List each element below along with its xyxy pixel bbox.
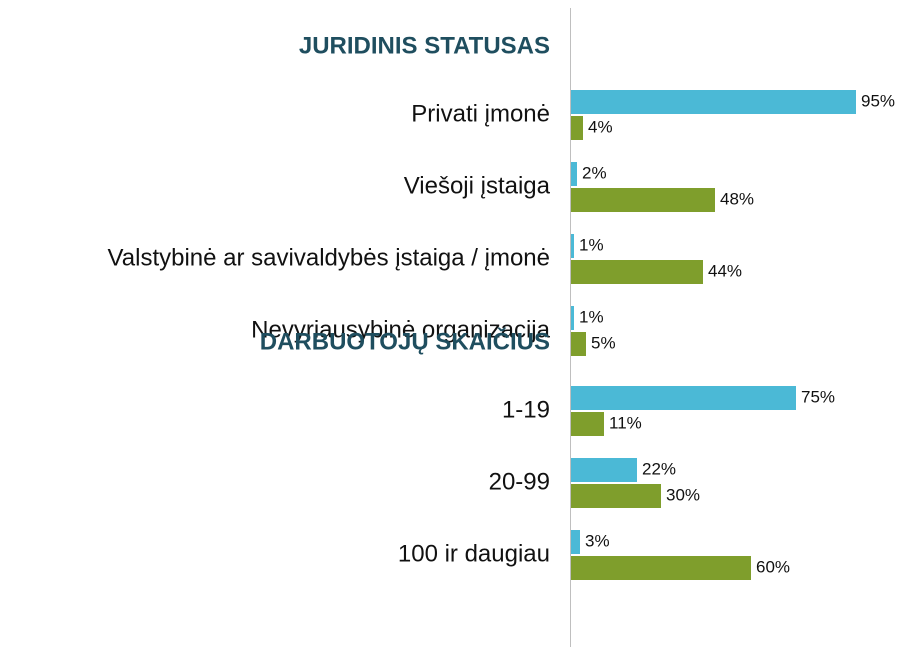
value-label: 30% bbox=[666, 485, 700, 504]
bar bbox=[571, 458, 637, 482]
category-label: Viešoji įstaiga bbox=[404, 172, 551, 199]
bar bbox=[571, 386, 796, 410]
category-label: Privati įmonė bbox=[411, 100, 550, 127]
category-label: 20-99 bbox=[489, 468, 550, 495]
value-label: 1% bbox=[579, 307, 604, 326]
value-label: 1% bbox=[579, 235, 604, 254]
bar bbox=[571, 234, 574, 258]
bar bbox=[571, 90, 856, 114]
value-label: 11% bbox=[609, 413, 642, 432]
value-label: 60% bbox=[756, 557, 790, 576]
category-label: 100 ir daugiau bbox=[398, 540, 550, 567]
value-label: 2% bbox=[582, 163, 607, 182]
category-label: Nevyriausybinė organizacija bbox=[251, 316, 550, 343]
bar bbox=[571, 530, 580, 554]
value-label: 4% bbox=[588, 117, 613, 136]
value-label: 5% bbox=[591, 333, 616, 352]
bar bbox=[571, 188, 715, 212]
category-label: 1-19 bbox=[502, 396, 550, 423]
value-label: 95% bbox=[861, 91, 895, 110]
bar bbox=[571, 484, 661, 508]
value-label: 44% bbox=[708, 261, 742, 280]
bar bbox=[571, 260, 703, 284]
bar bbox=[571, 162, 577, 186]
bar bbox=[571, 306, 574, 330]
bar bbox=[571, 332, 586, 356]
bar bbox=[571, 116, 583, 140]
value-label: 22% bbox=[642, 459, 676, 478]
value-label: 3% bbox=[585, 531, 610, 550]
value-label: 48% bbox=[720, 189, 754, 208]
group-header: DARBUOTOJŲ SKAIČIUS bbox=[260, 327, 550, 355]
category-label: Valstybinė ar savivaldybės įstaiga / įmo… bbox=[108, 244, 550, 271]
value-label: 75% bbox=[801, 387, 835, 406]
bar bbox=[571, 556, 751, 580]
bar bbox=[571, 412, 604, 436]
group-header: JURIDINIS STATUSAS bbox=[299, 32, 550, 59]
